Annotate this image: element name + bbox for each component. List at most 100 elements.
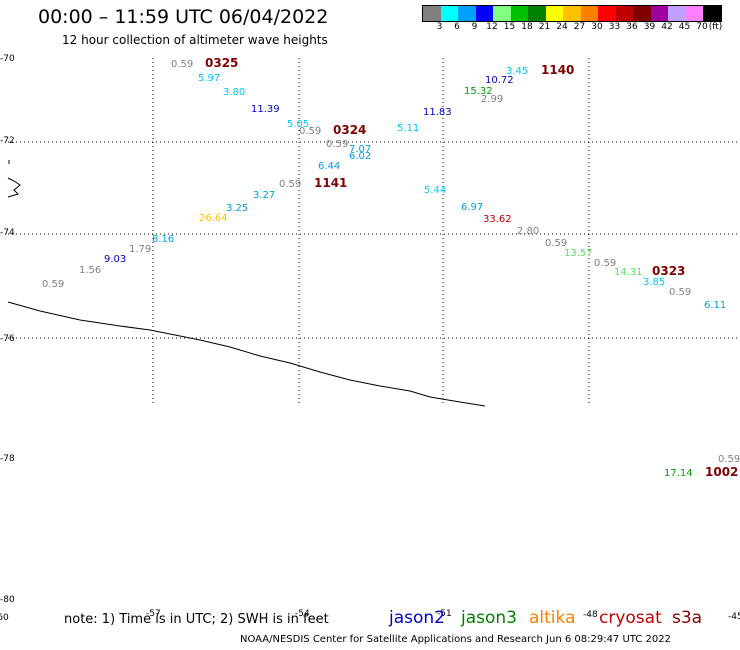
wave-height-label: 0.59	[171, 59, 193, 70]
wave-height-label: 15.32	[464, 86, 493, 97]
wave-height-label: 14.31	[614, 267, 643, 278]
latitude-label: -70	[0, 54, 15, 64]
wave-height-label: 6.44	[318, 161, 340, 172]
wave-height-label: 5.44	[424, 185, 446, 196]
wave-height-label: 11.83	[423, 107, 452, 118]
pass-time-label: 0325	[205, 56, 238, 70]
footer-credit: NOAA/NESDIS Center for Satellite Applica…	[240, 634, 671, 645]
satellite-legend-item: s3a	[672, 608, 703, 628]
wave-height-label: 33.62	[483, 214, 512, 225]
scale-label: 45	[678, 22, 691, 32]
wave-height-label: 0.59	[718, 454, 740, 465]
wave-height-label: 5.11	[397, 123, 419, 134]
wave-height-label: 3.27	[253, 190, 275, 201]
color-scale-legend	[422, 5, 722, 22]
page-title: 00:00 – 11:59 UTC 06/04/2022	[38, 6, 329, 28]
wave-height-label: 2.99	[481, 94, 503, 105]
scale-label: 33	[608, 22, 621, 32]
wave-height-label: 5.97	[198, 73, 220, 84]
pass-time-label: 0324	[333, 123, 366, 137]
scale-swatch	[493, 6, 511, 21]
wave-height-label: 3.25	[226, 203, 248, 214]
scale-label: 15	[503, 22, 516, 32]
wave-height-label: 1.56	[79, 265, 101, 276]
wave-height-label: 0.59	[545, 238, 567, 249]
scale-label: 36	[626, 22, 638, 32]
wave-height-label: 11.39	[251, 104, 280, 115]
longitude-label: -48	[583, 610, 598, 620]
scale-swatch	[703, 6, 721, 21]
latitude-label: -76	[0, 334, 15, 344]
scale-swatch	[650, 6, 668, 21]
latitude-label: -74	[0, 228, 15, 238]
scale-swatch	[528, 6, 546, 21]
wave-height-label: 0.59	[279, 179, 301, 190]
latitude-label: -78	[0, 454, 15, 464]
wave-height-label: 26.64	[199, 213, 228, 224]
pass-time-label: 1140	[541, 63, 574, 77]
pass-time-label: 1002	[705, 465, 738, 479]
wave-height-label: 8.16	[152, 234, 174, 245]
scale-swatch	[423, 6, 441, 21]
pass-time-label: 0323	[652, 264, 685, 278]
wave-height-label: 1.79	[129, 244, 151, 255]
wave-height-label: 5.05	[287, 119, 309, 130]
scale-label: (ft)	[708, 22, 723, 32]
wave-height-label: 2.80	[517, 226, 539, 237]
scale-swatch	[510, 6, 528, 21]
satellite-legend-item: altika	[529, 608, 576, 628]
scale-swatch	[685, 6, 703, 21]
scale-label: 42	[661, 22, 673, 32]
wave-height-label: 13.57	[564, 248, 593, 259]
satellite-legend-item: jason2	[389, 608, 445, 628]
longitude-label: -51	[437, 609, 452, 619]
latitude-label: -72	[0, 136, 15, 146]
wave-height-label: 0.59	[594, 258, 616, 269]
wave-height-label: 3.85	[643, 277, 665, 288]
wave-height-label: 9.03	[104, 254, 126, 265]
scale-swatch	[598, 6, 616, 21]
wave-height-label: 0.59	[42, 279, 64, 290]
scale-swatch	[580, 6, 598, 21]
longitude-label: -60	[0, 613, 9, 623]
scale-swatch	[668, 6, 686, 21]
wave-height-label: 17.14	[664, 468, 693, 479]
scale-label: 9	[471, 22, 478, 32]
scale-swatch	[615, 6, 633, 21]
wave-height-label: 6.02	[349, 151, 371, 162]
satellite-legend-item: cryosat	[599, 608, 662, 628]
satellite-legend-item: jason3	[461, 608, 517, 628]
scale-swatch	[633, 6, 651, 21]
scale-label: 30	[591, 22, 603, 32]
scale-label: 12	[486, 22, 498, 32]
footer-note: note: 1) Time is in UTC; 2) SWH is in fe…	[64, 612, 329, 627]
color-scale-labels: 3 6 9 12 15 18 21 24 27 30 33 36 39 42 45 70 (ft)	[422, 22, 740, 34]
scale-swatch	[458, 6, 476, 21]
scale-swatch	[563, 6, 581, 21]
wave-height-label: 0.59	[299, 126, 321, 137]
latitude-label: -80	[0, 595, 15, 605]
wave-height-label: 0.59	[669, 287, 691, 298]
scale-swatch	[440, 6, 458, 21]
scale-label: 18	[521, 22, 533, 32]
coastline-fragment	[7, 177, 21, 198]
scale-label: 3	[436, 22, 443, 32]
longitude-label: -57	[146, 609, 161, 619]
pass-time-label: 1141	[314, 176, 347, 190]
scale-label: 27	[573, 22, 586, 32]
coastline	[7, 301, 486, 407]
page-subtitle: 12 hour collection of altimeter wave hei…	[62, 33, 328, 47]
longitude-label: -54	[295, 609, 310, 619]
scale-label: 70	[696, 22, 708, 32]
scale-label: 21	[538, 22, 551, 32]
wave-height-label: 0.59	[326, 139, 348, 150]
scale-swatch	[545, 6, 563, 21]
scale-swatch	[475, 6, 493, 21]
scale-label: 24	[556, 22, 568, 32]
scale-label: 6	[454, 22, 460, 32]
wave-height-label: 7.07	[349, 144, 371, 155]
wave-height-label: 3.45	[506, 66, 528, 77]
scale-label: 39	[643, 22, 656, 32]
